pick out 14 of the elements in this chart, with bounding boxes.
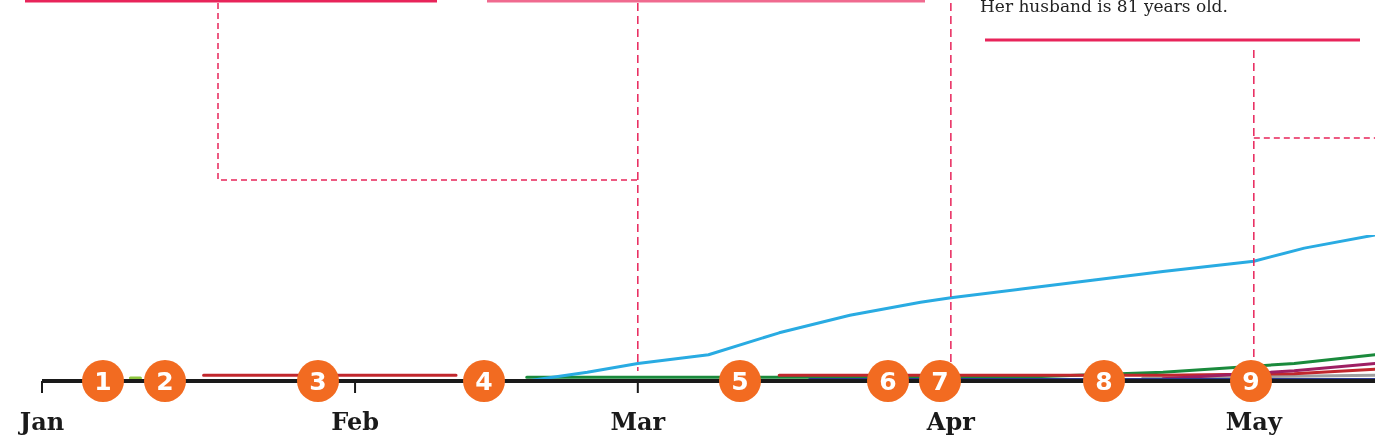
annotation: 7 (931, 367, 949, 396)
annotation: 3 (309, 367, 327, 396)
annotation: 4 (475, 367, 493, 396)
x-tick-label: May (1225, 407, 1283, 437)
annotation: 6 (879, 367, 897, 396)
annotation: 1 (94, 367, 112, 396)
x-tick-label: Feb (331, 407, 379, 437)
x-tick-label: Apr (925, 407, 976, 437)
annotation: 5 (731, 367, 749, 396)
annotation: 8 (1095, 367, 1113, 396)
x-tick-label: Jan (17, 407, 65, 437)
x-tick-label: Mar (610, 407, 666, 437)
annotation: 2 (156, 367, 174, 396)
annotation: 9 (1242, 367, 1260, 396)
